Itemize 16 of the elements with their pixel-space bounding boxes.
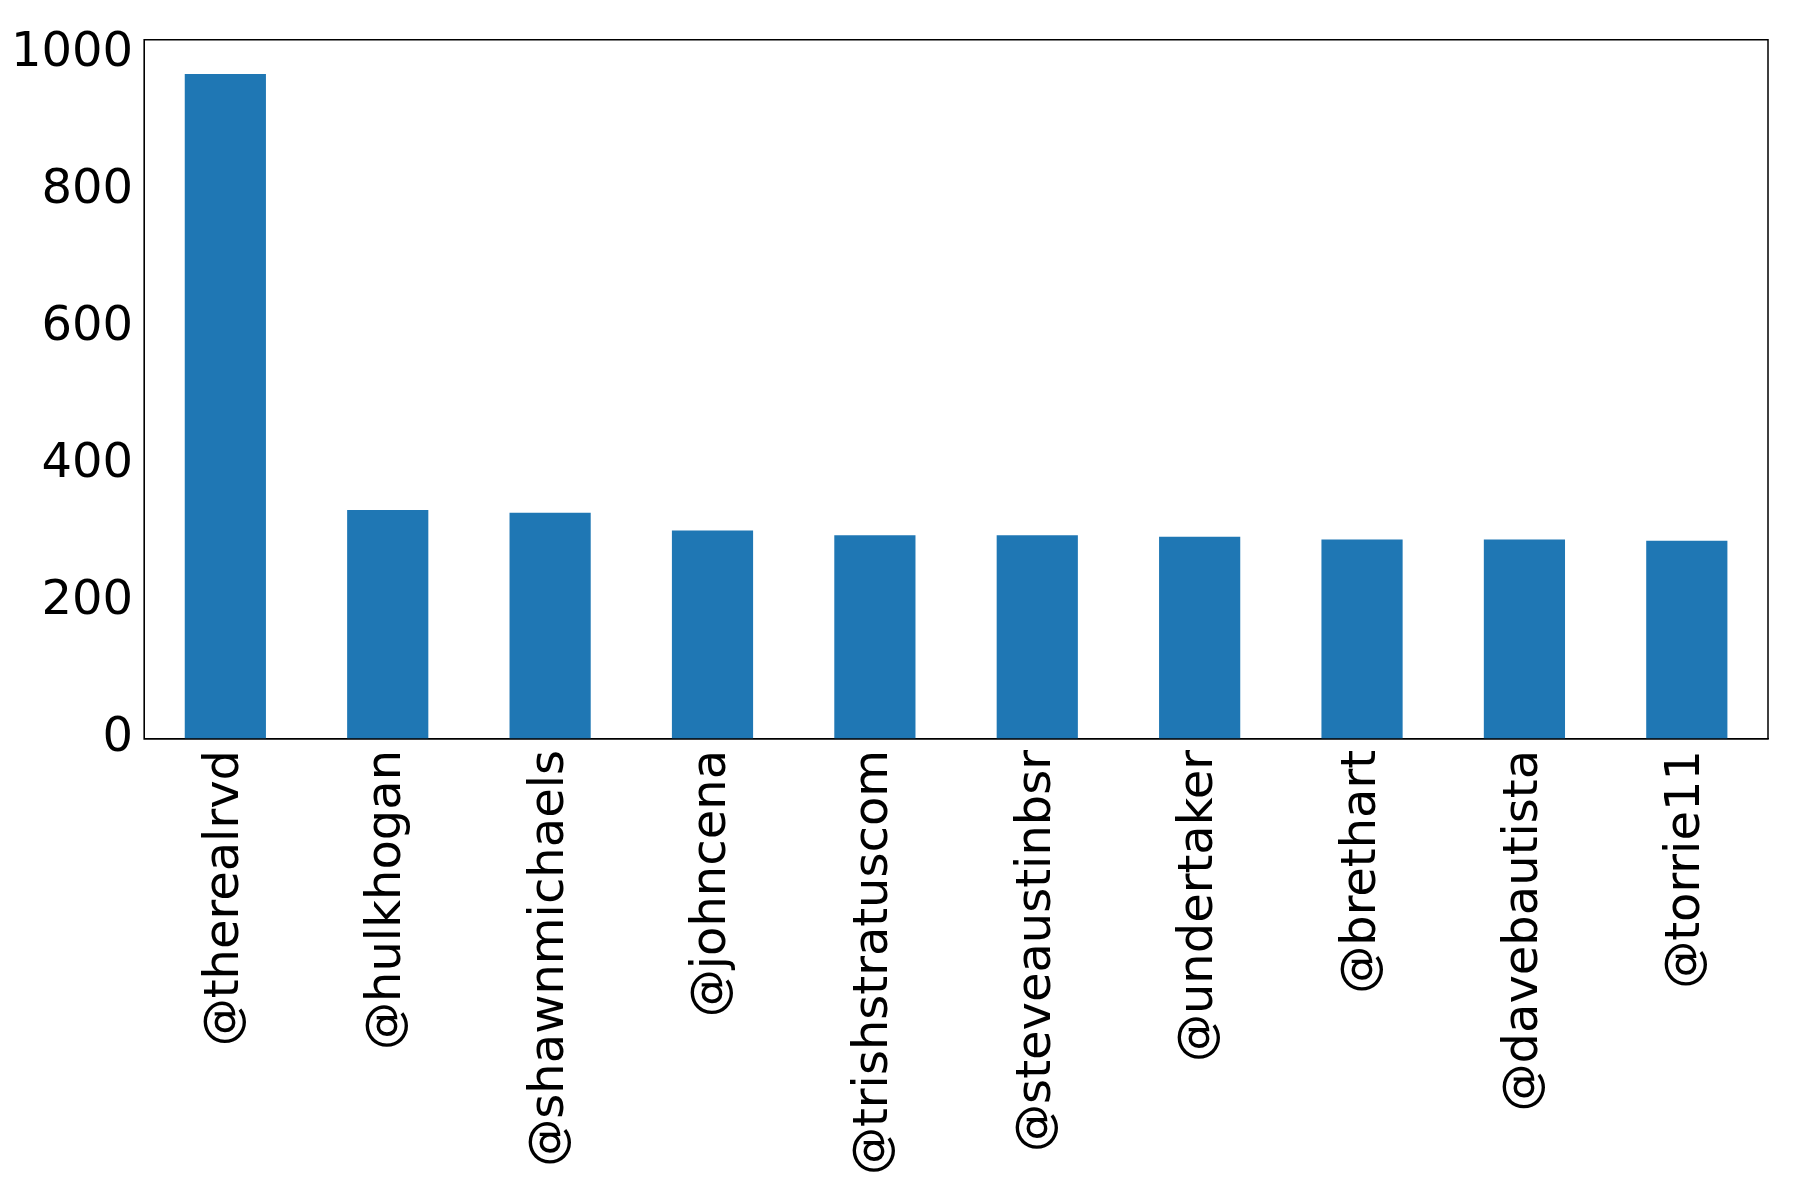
x-tick-label: @trishstratuscom	[842, 749, 899, 1175]
x-tick-label: @shawnmichaels	[517, 749, 574, 1167]
x-tick-label: @hulkhogan	[355, 749, 412, 1051]
x-tick-label: @steveaustinbsr	[1004, 749, 1061, 1152]
x-tick-label: @davebautista	[1491, 749, 1548, 1112]
y-tick-label: 600	[41, 295, 134, 352]
x-tick-label: @brethart	[1329, 749, 1386, 994]
y-tick-label: 200	[41, 569, 134, 626]
x-tick-label: @undertaker	[1167, 749, 1224, 1063]
y-tick-label: 1000	[11, 20, 134, 77]
x-tick-label: @therealrvd	[192, 749, 249, 1047]
y-tick-label: 400	[41, 432, 134, 489]
x-tick-label: @johncena	[679, 749, 736, 1018]
y-tick-label: 800	[41, 158, 134, 215]
y-tick-label: 0	[102, 706, 134, 763]
x-tick-label: @torrie11	[1654, 749, 1711, 989]
